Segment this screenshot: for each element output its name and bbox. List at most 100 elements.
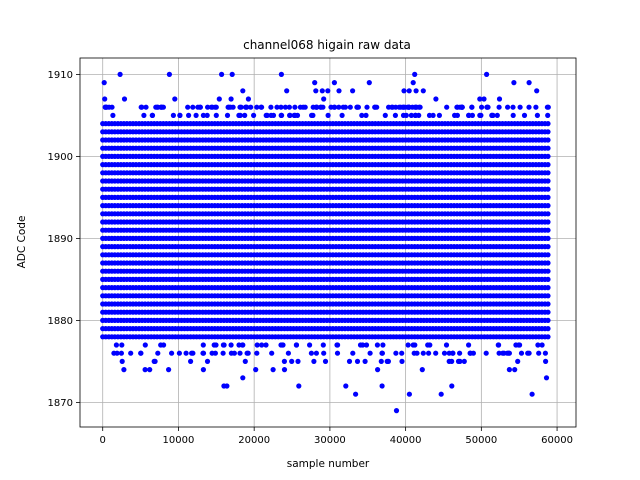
data-point [209,104,215,110]
outlier-point [319,88,325,94]
data-point [406,104,412,110]
data-point [189,350,195,356]
data-point [169,350,175,356]
data-point [220,342,226,348]
outlier-point [270,367,276,373]
data-point [517,104,523,110]
data-point [188,358,194,364]
data-point [426,112,433,118]
data-point [405,342,411,348]
data-point [245,96,251,102]
y-tick-label: 1890 [48,234,73,245]
data-point [295,358,301,364]
data-point [545,268,551,274]
outlier-point [366,80,372,86]
outlier-point [484,71,490,77]
data-point [545,252,551,258]
data-point [346,358,353,364]
data-point [412,112,418,118]
data-point [119,342,125,348]
data-point [158,342,164,348]
data-point [204,358,211,364]
outlier-point [166,71,172,77]
data-point [534,88,540,94]
data-point [478,112,484,118]
outlier-point [526,80,532,86]
data-point [302,104,308,110]
data-point [118,350,124,356]
data-point [443,342,450,348]
data-point [321,350,327,356]
data-point [446,358,452,364]
data-point [545,211,551,217]
data-point [545,260,551,266]
outlier-point [200,367,206,373]
data-point [237,104,243,110]
data-point [545,129,551,135]
data-point [545,293,551,299]
data-point [177,112,183,118]
data-point [251,112,257,118]
data-point [374,342,380,348]
y-tick-label: 1910 [48,70,73,81]
data-point [224,112,231,118]
data-point [200,112,206,118]
data-point [545,186,551,192]
data-point [287,112,293,118]
outlier-point [121,367,127,373]
data-point [525,350,531,356]
outlier-point [343,383,349,389]
data-point [292,104,298,110]
data-point [436,112,442,118]
data-point [412,342,418,348]
data-point [545,162,551,168]
data-point [172,96,178,102]
outlier-point [284,88,290,94]
data-point [289,358,295,364]
data-point [281,358,287,364]
data-point [228,96,234,102]
data-point [205,104,211,110]
data-point [363,112,369,118]
data-point [331,104,337,110]
data-point [545,170,551,176]
data-point [228,342,234,348]
data-point [545,334,551,340]
data-point [342,104,348,110]
data-point [479,104,485,110]
data-point [545,137,551,143]
data-point [110,112,116,118]
data-point [413,88,419,94]
data-point [534,112,541,118]
data-point [467,350,474,356]
data-point [293,342,299,348]
data-point [119,358,125,364]
data-point [414,104,420,110]
data-point [364,104,370,110]
outlier-point [219,71,225,77]
data-point [242,358,248,364]
data-point [399,358,405,364]
data-point [545,219,551,225]
data-point [399,350,405,356]
data-point [237,350,243,356]
data-point [102,96,108,102]
data-point [545,235,551,241]
data-point [545,309,551,315]
data-point [452,112,458,118]
data-point [362,358,368,364]
data-point [347,104,353,110]
data-point [254,350,260,356]
data-point [325,88,331,94]
outlier-point [379,383,385,389]
data-point [185,104,191,110]
data-point [425,342,431,348]
data-point [200,342,206,348]
data-point [311,358,317,364]
data-point [263,342,269,348]
x-tick-label: 20000 [238,435,270,446]
x-tick-label: 60000 [541,435,573,446]
data-point [510,112,516,118]
data-point [149,112,155,118]
data-point [268,104,274,110]
